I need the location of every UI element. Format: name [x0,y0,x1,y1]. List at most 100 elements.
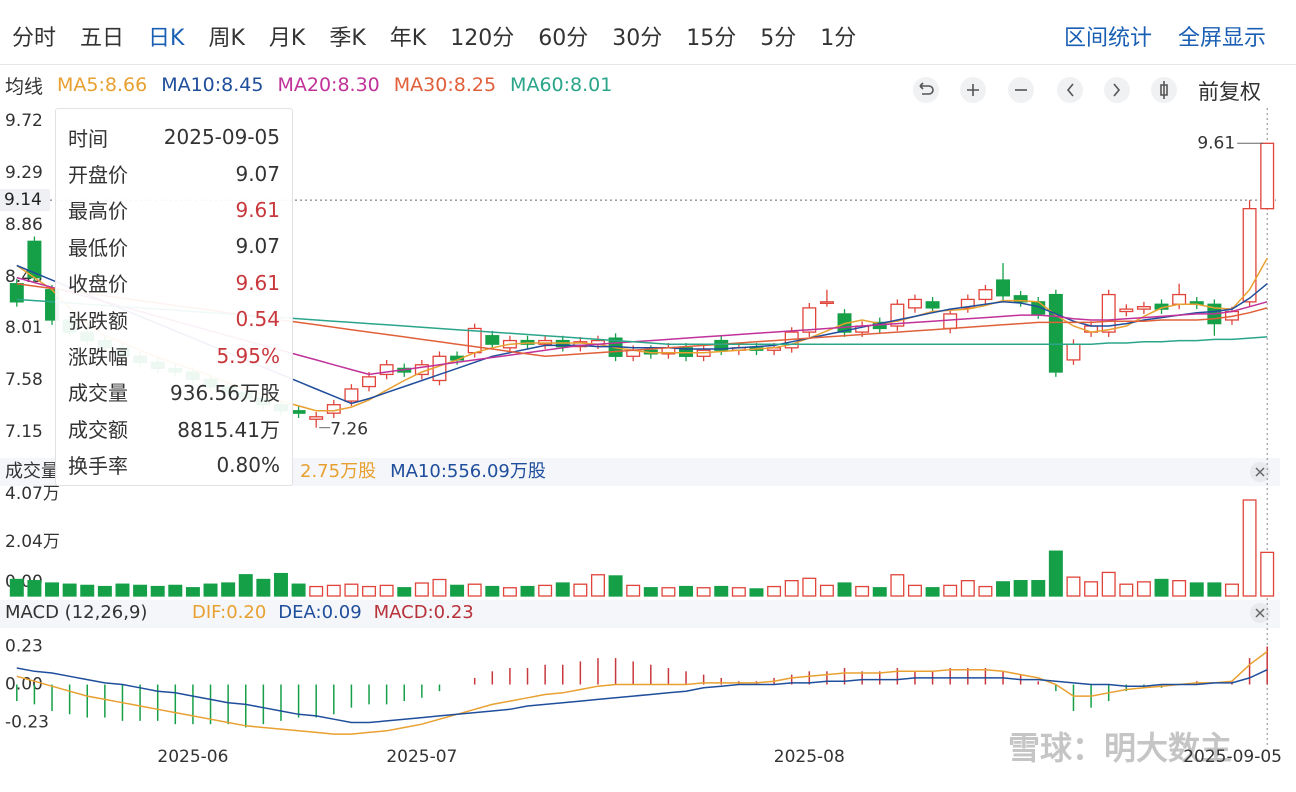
tooltip-value: 9.07 [235,161,280,186]
candle-body [1136,306,1151,310]
header-link[interactable]: 区间统计 [1063,26,1152,51]
volume-bar [256,578,271,597]
period-tab[interactable]: 周K [208,26,245,51]
candle-body [1260,142,1275,210]
volume-bar [978,585,993,597]
candle-body [1066,343,1081,361]
adjust-mode[interactable]: 前复权 [1198,80,1261,104]
volume-bar [679,585,694,597]
indicator-label[interactable]: 均线 [5,75,44,98]
volume-bar [1119,583,1134,597]
y-tick-label: 8.01 [5,318,43,338]
header-link[interactable]: 全屏显示 [1177,26,1266,51]
tooltip-label: 收盘价 [68,272,128,297]
tooltip-value: 0.54 [235,307,280,332]
macd-line [16,650,1268,735]
next-icon[interactable] [1104,77,1130,103]
period-tab[interactable]: 120分 [450,26,515,51]
volume-bar [538,584,553,597]
volume-bar [1101,571,1116,597]
y-tick-label: 7.15 [5,422,43,442]
candle-body [714,339,729,351]
tooltip-label: 最低价 [68,235,128,260]
volume-bar [802,577,817,597]
crosshair-label: 9.14 [4,190,42,210]
candle-body [1242,208,1257,303]
volume-bar [238,574,253,597]
candle-body [819,301,834,304]
volume-bar [784,580,799,597]
candle-body [485,335,500,345]
volume-bar [150,585,165,597]
volume-bar [45,582,60,597]
volume-bar [855,585,870,597]
volume-bar [1031,580,1046,597]
y-tick-label: 9.72 [5,111,43,131]
period-tab[interactable]: 日K [148,26,185,51]
period-tab[interactable]: 季K [329,26,366,51]
undo-glyph [919,82,934,95]
volume-bar [819,584,834,597]
tooltip-row: 换手率 0.80% [68,447,280,483]
tooltip-label: 时间 [68,126,108,151]
period-tab[interactable]: 15分 [686,26,737,51]
volume-bar [943,584,958,597]
volume-bar [291,583,306,597]
volume-bar [696,587,711,597]
tooltip-row: 张跌额 0.54 [68,301,280,337]
x-tick-label: 2025-06 [157,747,228,767]
period-tab[interactable]: 60分 [538,26,589,51]
volume-bar [397,587,412,597]
volume-bar [590,574,605,597]
volume-bar [450,584,465,597]
volume-bar [344,583,359,597]
volume-bar [1013,580,1028,597]
candle-body [907,298,922,309]
period-tab[interactable]: 1分 [820,26,857,51]
tooltip-row: 成交量 936.56万股 [68,374,280,410]
macd-legend: DEA:0.09 [278,602,361,623]
candle-body [1172,293,1187,305]
prev-icon[interactable] [1057,77,1083,103]
volume-bar [608,575,623,597]
candle-body [802,307,817,333]
volume-bar [643,587,658,597]
period-tab[interactable]: 分时 [12,26,57,51]
close-glyph [1255,467,1265,477]
ma-legend-item: MA30:8.25 [393,74,497,96]
x-tick-label: 2025-08 [774,747,845,767]
volume-bar [115,583,130,597]
macd-line [16,667,1268,724]
volume-bar [925,587,940,597]
volume-bar [1189,582,1204,597]
period-tab[interactable]: 30分 [612,26,663,51]
volume-bar [960,580,975,597]
candle-body [309,416,324,420]
volume-bar [97,585,112,597]
period-tab[interactable]: 五日 [80,26,125,51]
period-tab[interactable]: 5分 [760,26,797,51]
close-buttons [1250,462,1270,623]
tooltip-row: 最高价 9.61 [68,192,280,228]
candle-body [326,404,341,414]
candle-body [1119,308,1134,313]
undo-icon[interactable] [913,77,939,103]
candle-body [925,301,940,309]
period-tab[interactable]: 月K [268,26,306,51]
volume-bar [1066,576,1081,597]
volume-bar [133,584,148,597]
period-tab[interactable]: 年K [389,26,427,51]
tooltip-row: 收盘价 9.61 [68,265,280,301]
volume-bar [485,585,500,597]
ma-legend: 均线 MA5:8.66 MA10:8.45 MA20:8.30 MA30:8.25 MA… [5,72,612,98]
volume-bar [907,584,922,597]
tooltip-label: 开盘价 [68,163,128,188]
tooltip-label: 换手率 [68,454,128,479]
volume-bar [80,584,95,597]
volume-bar [1154,578,1169,597]
candle-body [960,298,975,309]
volume-bar [626,584,641,597]
volume-bar [573,583,588,597]
